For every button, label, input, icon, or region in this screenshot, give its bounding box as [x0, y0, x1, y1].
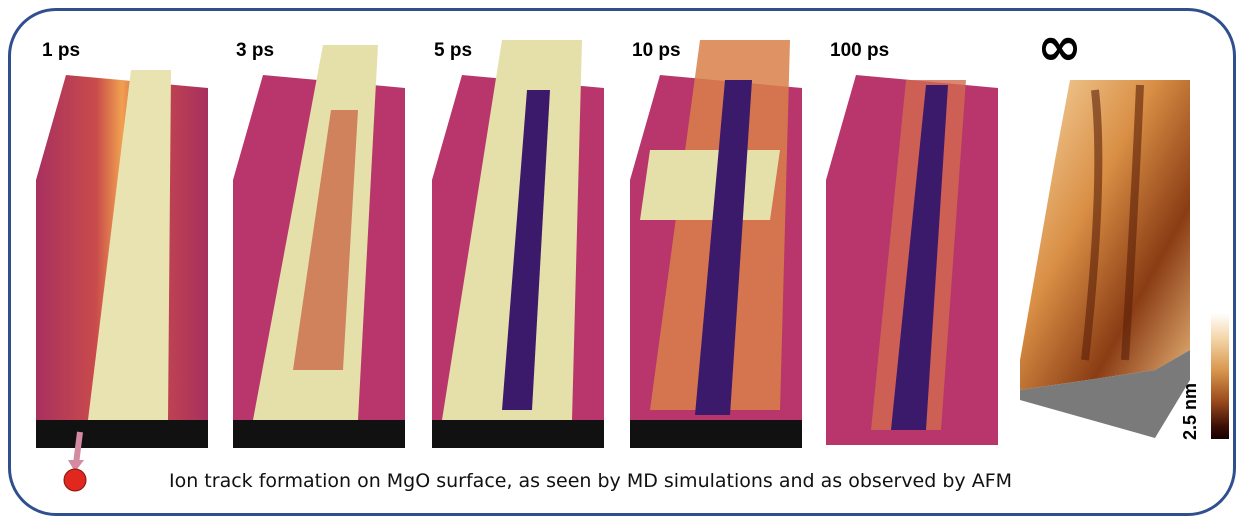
- panel-label-100ps: 100 ps: [830, 40, 890, 61]
- figure-frame: [8, 8, 1236, 516]
- md-snapshot-10ps: [630, 40, 802, 448]
- panel-label-5ps: 5 ps: [434, 40, 473, 61]
- figure-caption: Ion track formation on MgO surface, as s…: [169, 470, 1013, 492]
- height-scale-label: 2.5 nm: [1180, 382, 1200, 440]
- md-snapshot-5ps: [432, 40, 604, 448]
- md-snapshot-1ps: [36, 70, 208, 448]
- md-snapshot-100ps: [826, 75, 998, 445]
- panel-label-1ps: 1 ps: [42, 40, 81, 61]
- afm-topography-image: [1020, 80, 1190, 438]
- md-snapshot-3ps: [233, 45, 405, 448]
- ion-marker-icon: [63, 431, 87, 492]
- infinity-symbol: ∞: [1037, 15, 1082, 78]
- panel-label-3ps: 3 ps: [236, 40, 275, 61]
- height-colorbar: [1211, 313, 1229, 439]
- panel-label-10ps: 10 ps: [632, 40, 681, 61]
